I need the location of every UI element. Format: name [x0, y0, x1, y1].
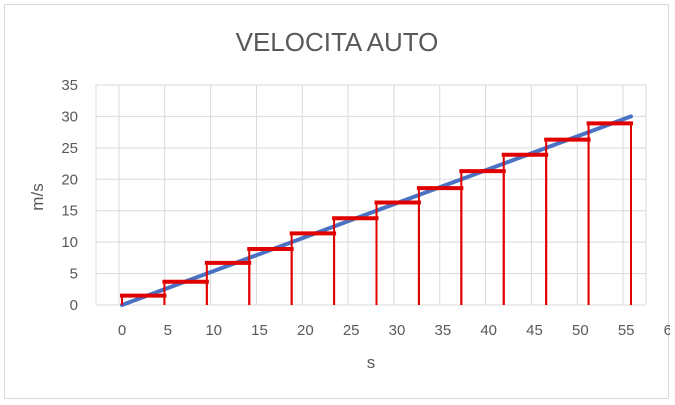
- x-tick-label: 25: [343, 322, 360, 339]
- x-tick-label: 20: [297, 322, 314, 339]
- x-tick-label: 15: [251, 322, 268, 339]
- velocity-chart: VELOCITA AUTO 0 5 10 15 20 25 30 35 0 5 10 15 20 25 3…: [28, 27, 670, 372]
- y-tick-label: 10: [61, 234, 78, 251]
- x-tick-label: 5: [164, 322, 172, 339]
- step-series-layer: [120, 121, 633, 305]
- x-tick-label: 60: [664, 322, 670, 339]
- y-tick-label: 35: [61, 77, 78, 94]
- x-tick-label: 45: [526, 322, 543, 339]
- y-tick-labels: 0 5 10 15 20 25 30 35: [61, 77, 78, 314]
- grid-layer: [95, 84, 647, 306]
- y-tick-label: 0: [70, 297, 78, 314]
- x-tick-label: 50: [572, 322, 589, 339]
- x-tick-label: 30: [389, 322, 406, 339]
- x-tick-label: 35: [434, 322, 451, 339]
- y-axis-label: m/s: [28, 183, 47, 210]
- x-tick-label: 0: [118, 322, 126, 339]
- chart-frame: VELOCITA AUTO 0 5 10 15 20 25 30 35 0 5 10 15 20 25 3…: [4, 4, 670, 399]
- x-tick-labels: 0 5 10 15 20 25 30 35 40 45 50 55 60: [118, 322, 670, 339]
- chart-title: VELOCITA AUTO: [236, 27, 439, 57]
- x-tick-label: 55: [618, 322, 635, 339]
- x-tick-label: 40: [480, 322, 497, 339]
- y-tick-label: 15: [61, 203, 78, 220]
- y-tick-label: 25: [61, 140, 78, 157]
- y-tick-label: 5: [70, 266, 78, 283]
- x-axis-label: s: [367, 353, 376, 372]
- y-tick-label: 20: [61, 171, 78, 188]
- x-tick-label: 10: [205, 322, 222, 339]
- y-tick-label: 30: [61, 108, 78, 125]
